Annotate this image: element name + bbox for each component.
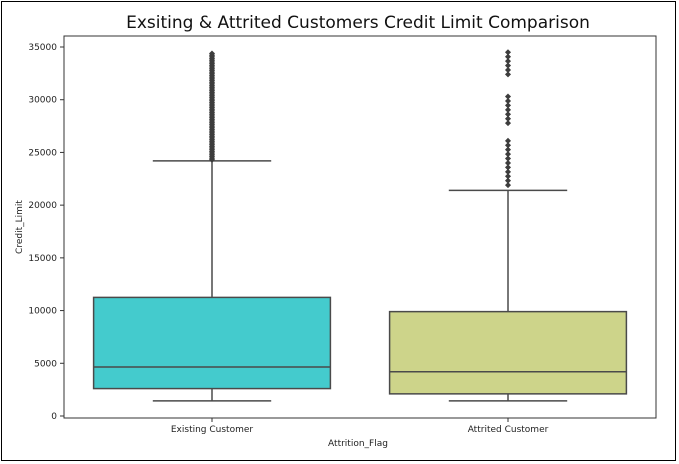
outlier-point [504,106,512,113]
outlier-point [504,62,512,69]
outlier-point [504,146,512,153]
outlier-point [504,93,512,100]
outlier-point [504,97,512,105]
outlier-point [504,173,512,180]
outlier-point [504,137,512,144]
outlier-point [504,177,512,184]
outlier-point [504,53,512,60]
outlier-point [504,151,512,158]
outlier-point [504,66,512,74]
y-tick-label: 20000 [28,201,57,211]
outlier-point [504,182,512,189]
outlier-point [208,50,216,57]
outlier-point [504,142,512,149]
box-existing-customer [92,50,332,402]
x-axis-label: Attrition_Flag [328,439,388,449]
y-tick-label: 25000 [28,148,57,158]
y-axis-label: Credit_Limit [15,200,25,254]
x-tick-label: Attrited Customer [468,425,549,435]
y-axis: 0 5000 10000 15000 20000 25000 30000 35000 [28,43,64,422]
y-tick-label: 30000 [28,96,57,106]
outlier-point [504,155,512,162]
boxes-group [92,49,628,402]
y-tick-label: 35000 [28,43,57,53]
outlier-point [504,168,512,175]
outlier-point [504,164,512,171]
outlier-point [504,71,512,78]
plot-area [63,35,657,419]
y-tick-label: 10000 [28,307,57,317]
outlier-point [504,120,512,127]
box-attrited-customer [388,49,628,402]
y-tick-label: 5000 [34,359,57,369]
outlier-point [504,115,512,122]
outlier-point [504,159,512,166]
iqr-box [92,296,332,390]
chart-title: Exsiting & Attrited Customers Credit Lim… [126,13,590,33]
outlier-point [504,49,512,56]
outlier-point [504,102,512,109]
x-axis: Existing Customer Attrited Customer [171,418,549,435]
outlier-point [504,58,512,65]
iqr-box [388,310,628,395]
outlier-point [504,111,512,118]
x-tick-label: Existing Customer [171,425,254,435]
y-tick-label: 15000 [28,254,57,264]
y-tick-label: 0 [51,412,57,422]
